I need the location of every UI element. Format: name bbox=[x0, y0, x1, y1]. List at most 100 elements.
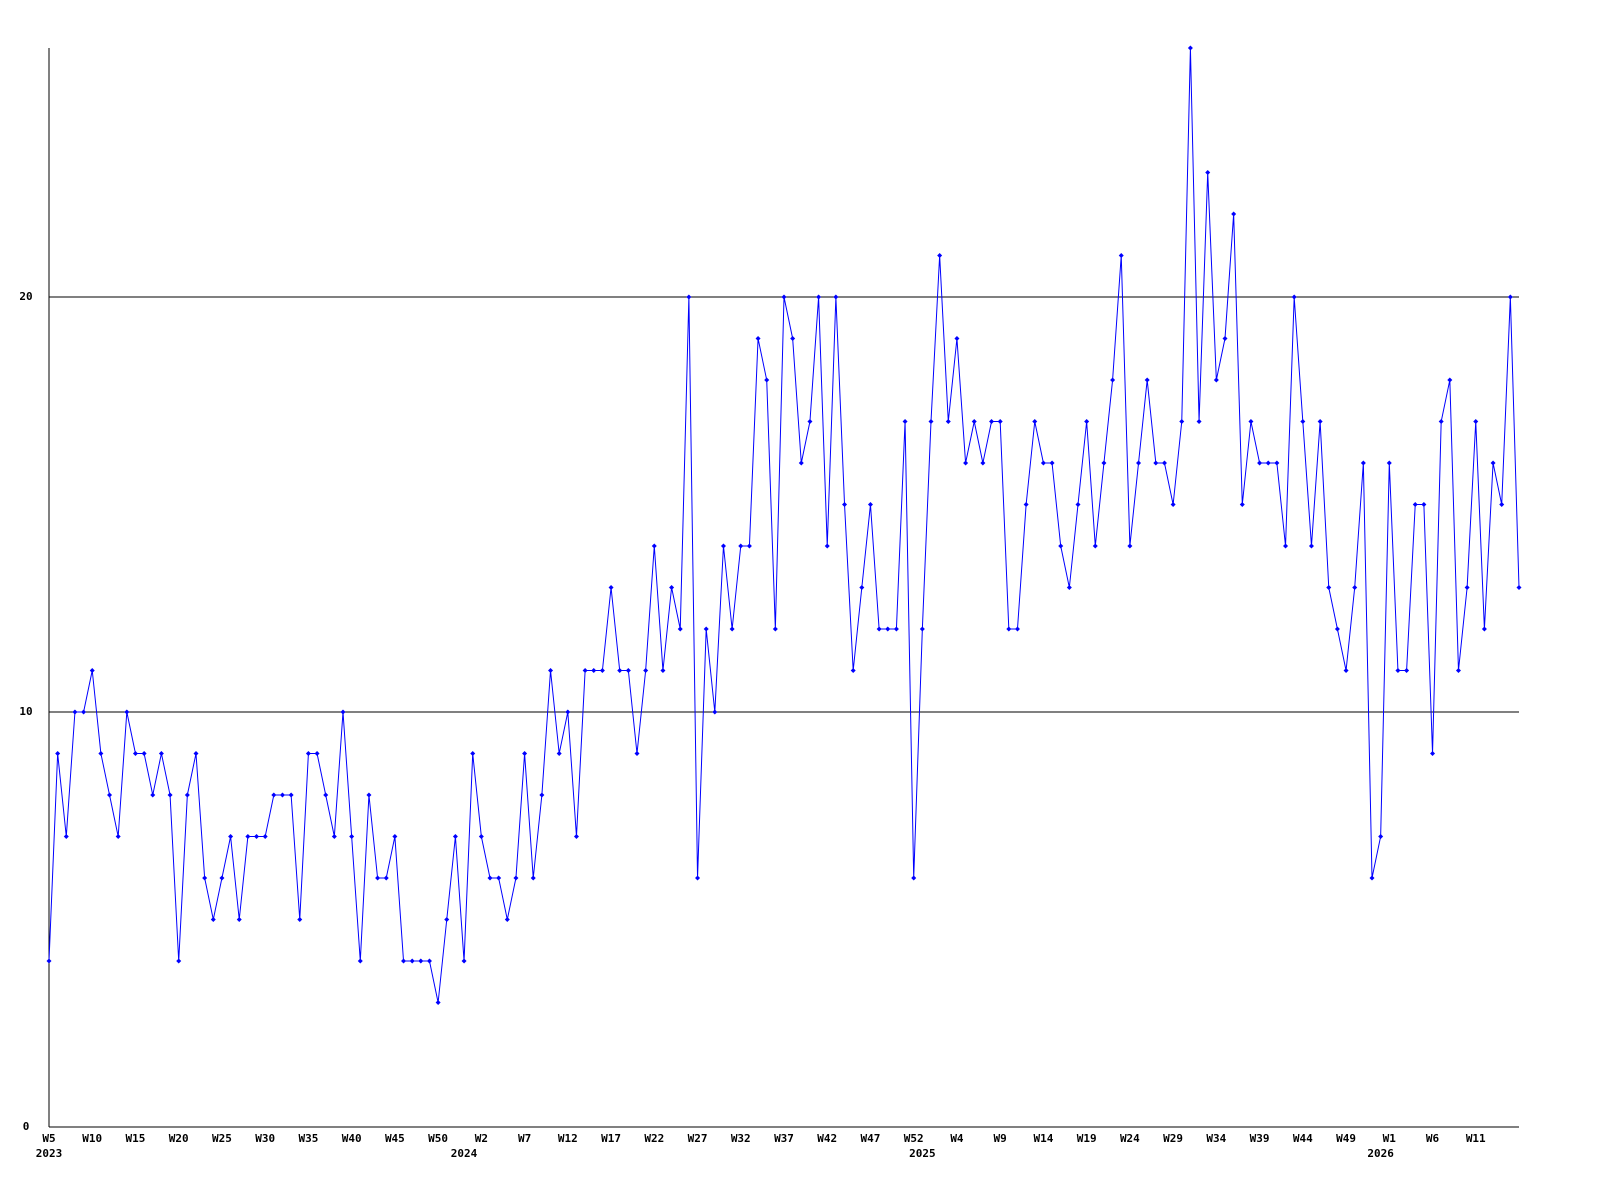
data-point bbox=[971, 419, 977, 424]
data-point bbox=[556, 751, 562, 756]
data-point bbox=[141, 751, 147, 756]
data-point bbox=[565, 709, 571, 715]
data-point bbox=[712, 709, 718, 715]
data-point bbox=[850, 668, 856, 673]
data-point bbox=[392, 834, 398, 839]
data-point bbox=[478, 834, 484, 839]
data-point bbox=[426, 958, 432, 964]
data-point bbox=[401, 958, 407, 964]
data-point bbox=[124, 709, 130, 715]
data-point bbox=[89, 668, 95, 673]
data-point bbox=[608, 585, 614, 590]
data-point bbox=[55, 751, 61, 756]
data-point bbox=[677, 626, 683, 632]
data-point bbox=[1187, 45, 1193, 51]
data-point bbox=[798, 460, 804, 466]
data-point bbox=[340, 709, 346, 715]
data-point bbox=[1265, 460, 1271, 466]
data-point bbox=[444, 917, 450, 922]
data-point bbox=[1516, 585, 1522, 590]
data-point bbox=[409, 958, 415, 964]
data-point bbox=[1231, 211, 1237, 217]
x-tick-label: W14 bbox=[1033, 1132, 1053, 1145]
data-point bbox=[418, 958, 424, 964]
data-point bbox=[1118, 253, 1124, 258]
x-tick-label: W27 bbox=[688, 1132, 708, 1145]
data-point bbox=[1360, 460, 1366, 466]
data-point bbox=[1308, 543, 1314, 549]
x-group-label: 2025 bbox=[909, 1147, 936, 1160]
data-point bbox=[686, 294, 692, 300]
data-point bbox=[1179, 419, 1185, 424]
data-point bbox=[496, 875, 502, 881]
data-point bbox=[331, 834, 337, 839]
data-point bbox=[937, 253, 943, 258]
data-point bbox=[651, 543, 657, 549]
data-point bbox=[703, 626, 709, 632]
data-point bbox=[1507, 294, 1513, 300]
x-tick-label: W42 bbox=[817, 1132, 837, 1145]
data-point bbox=[1369, 875, 1375, 881]
x-tick-label: W47 bbox=[861, 1132, 881, 1145]
data-point bbox=[461, 958, 467, 964]
x-tick-label: W9 bbox=[994, 1132, 1007, 1145]
data-point bbox=[184, 792, 190, 798]
data-point bbox=[1006, 626, 1012, 632]
data-point bbox=[591, 668, 597, 673]
data-point bbox=[219, 875, 225, 881]
data-point bbox=[167, 792, 173, 798]
data-point bbox=[980, 460, 986, 466]
x-tick-label: W10 bbox=[82, 1132, 102, 1145]
data-point bbox=[625, 668, 631, 673]
data-point bbox=[1386, 460, 1392, 466]
data-point bbox=[1170, 502, 1176, 507]
data-point bbox=[893, 626, 899, 632]
x-tick-label: W29 bbox=[1163, 1132, 1183, 1145]
x-tick-label: W52 bbox=[904, 1132, 924, 1145]
data-point bbox=[1127, 543, 1133, 549]
data-point bbox=[150, 792, 156, 798]
data-point bbox=[288, 792, 294, 798]
data-point bbox=[210, 917, 216, 922]
data-point bbox=[842, 502, 848, 507]
data-point bbox=[582, 668, 588, 673]
data-point bbox=[634, 751, 640, 756]
data-point bbox=[963, 460, 969, 466]
x-tick-label: W40 bbox=[342, 1132, 362, 1145]
data-point bbox=[1378, 834, 1384, 839]
data-point bbox=[375, 875, 381, 881]
data-point bbox=[1430, 751, 1436, 756]
data-point bbox=[539, 792, 545, 798]
data-point bbox=[790, 336, 796, 341]
x-tick-label: W34 bbox=[1206, 1132, 1226, 1145]
data-point bbox=[504, 917, 510, 922]
data-point bbox=[1101, 460, 1107, 466]
data-point bbox=[1317, 419, 1323, 424]
data-point bbox=[1499, 502, 1505, 507]
data-point bbox=[1326, 585, 1332, 590]
data-point bbox=[885, 626, 891, 632]
data-point bbox=[72, 709, 78, 715]
x-group-label: 2024 bbox=[451, 1147, 478, 1160]
data-point bbox=[158, 751, 164, 756]
data-point bbox=[1144, 377, 1150, 383]
data-point bbox=[902, 419, 908, 424]
data-point bbox=[470, 751, 476, 756]
x-group-label: 2023 bbox=[36, 1147, 63, 1160]
data-point bbox=[781, 294, 787, 300]
x-tick-label: W50 bbox=[428, 1132, 448, 1145]
x-tick-label: W32 bbox=[731, 1132, 751, 1145]
data-point bbox=[989, 419, 995, 424]
data-point bbox=[314, 751, 320, 756]
y-tick-label: 0 bbox=[23, 1120, 30, 1133]
data-point bbox=[764, 377, 770, 383]
data-point bbox=[772, 626, 778, 632]
data-point bbox=[1473, 419, 1479, 424]
data-point bbox=[599, 668, 605, 673]
data-point bbox=[1334, 626, 1340, 632]
data-point bbox=[1464, 585, 1470, 590]
data-point bbox=[202, 875, 208, 881]
x-tick-label: W44 bbox=[1293, 1132, 1313, 1145]
